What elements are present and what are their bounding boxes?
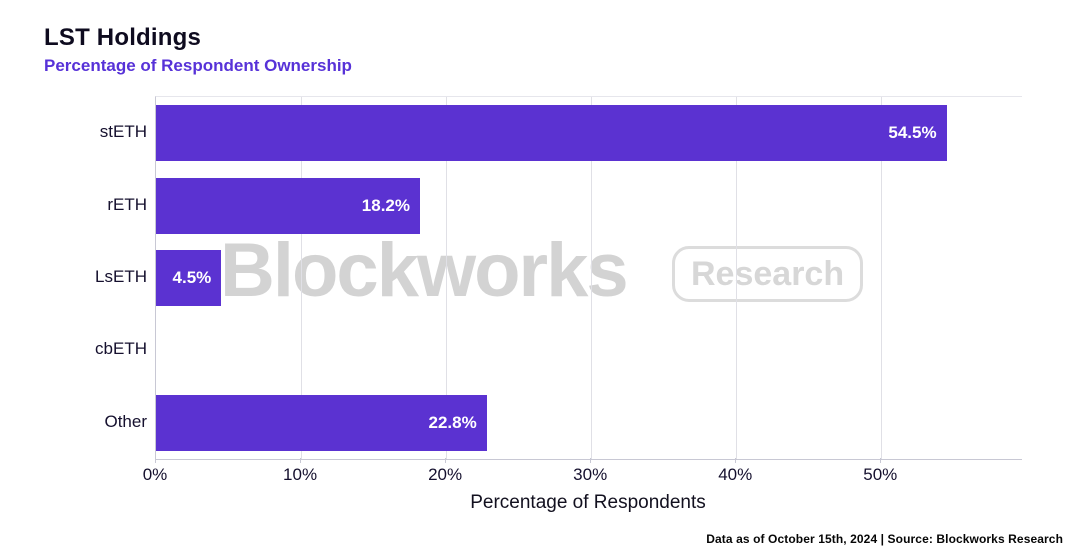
x-axis: 0% 10% 20% 30% 40% 50% — [143, 458, 1021, 488]
bar-row — [156, 314, 1022, 386]
y-axis-label: stETH — [99, 122, 147, 142]
bar: 18.2% — [156, 177, 420, 234]
x-tick-mark — [880, 458, 882, 463]
bar-row: 4.5% — [156, 242, 1022, 314]
bar: 4.5% — [156, 249, 222, 306]
plot-area: 54.5% 18.2% 4.5% 22.8% — [155, 96, 1022, 460]
gridline — [446, 97, 448, 459]
research-watermark-badge: Research — [672, 246, 864, 302]
gridline — [591, 97, 593, 459]
gridline — [736, 97, 738, 459]
x-tick-label: 50% — [863, 465, 898, 484]
bar-value-label: 54.5% — [888, 123, 937, 143]
x-tick-label: 30% — [573, 465, 608, 484]
bar-row: 54.5% — [156, 97, 1022, 169]
y-axis-label: Other — [104, 411, 147, 431]
gridline — [881, 97, 883, 459]
y-axis-labels: stETH rETH LsETH cbETH Other — [0, 96, 147, 458]
chart-subtitle: Percentage of Respondent Ownership — [44, 56, 352, 75]
bar-row: 18.2% — [156, 169, 1022, 241]
bar-row: 22.8% — [156, 387, 1022, 459]
x-tick-label: 20% — [428, 465, 463, 484]
x-tick-mark — [445, 458, 447, 463]
source-note: Data as of October 15th, 2024 | Source: … — [706, 532, 1063, 546]
x-tick-mark — [590, 458, 592, 463]
gridline — [301, 97, 303, 459]
chart-title: LST Holdings — [44, 24, 202, 51]
bar-value-label: 4.5% — [172, 267, 212, 287]
y-axis-label: rETH — [107, 194, 147, 214]
bar: 22.8% — [156, 394, 487, 451]
x-tick-label: 0% — [142, 465, 168, 484]
bar: 54.5% — [156, 105, 947, 162]
bar-value-label: 22.8% — [428, 412, 477, 432]
x-tick-label: 40% — [718, 465, 753, 484]
y-axis-label: cbETH — [95, 339, 147, 359]
y-axis-label: LsETH — [95, 266, 147, 286]
x-tick-mark — [735, 458, 737, 463]
blockworks-watermark-text: Blockworks — [220, 228, 629, 313]
x-axis-title: Percentage of Respondents — [470, 492, 706, 513]
bar-value-label: 18.2% — [361, 195, 410, 215]
x-tick-mark — [300, 458, 302, 463]
x-tick-label: 10% — [283, 465, 318, 484]
x-tick-mark — [155, 458, 156, 463]
